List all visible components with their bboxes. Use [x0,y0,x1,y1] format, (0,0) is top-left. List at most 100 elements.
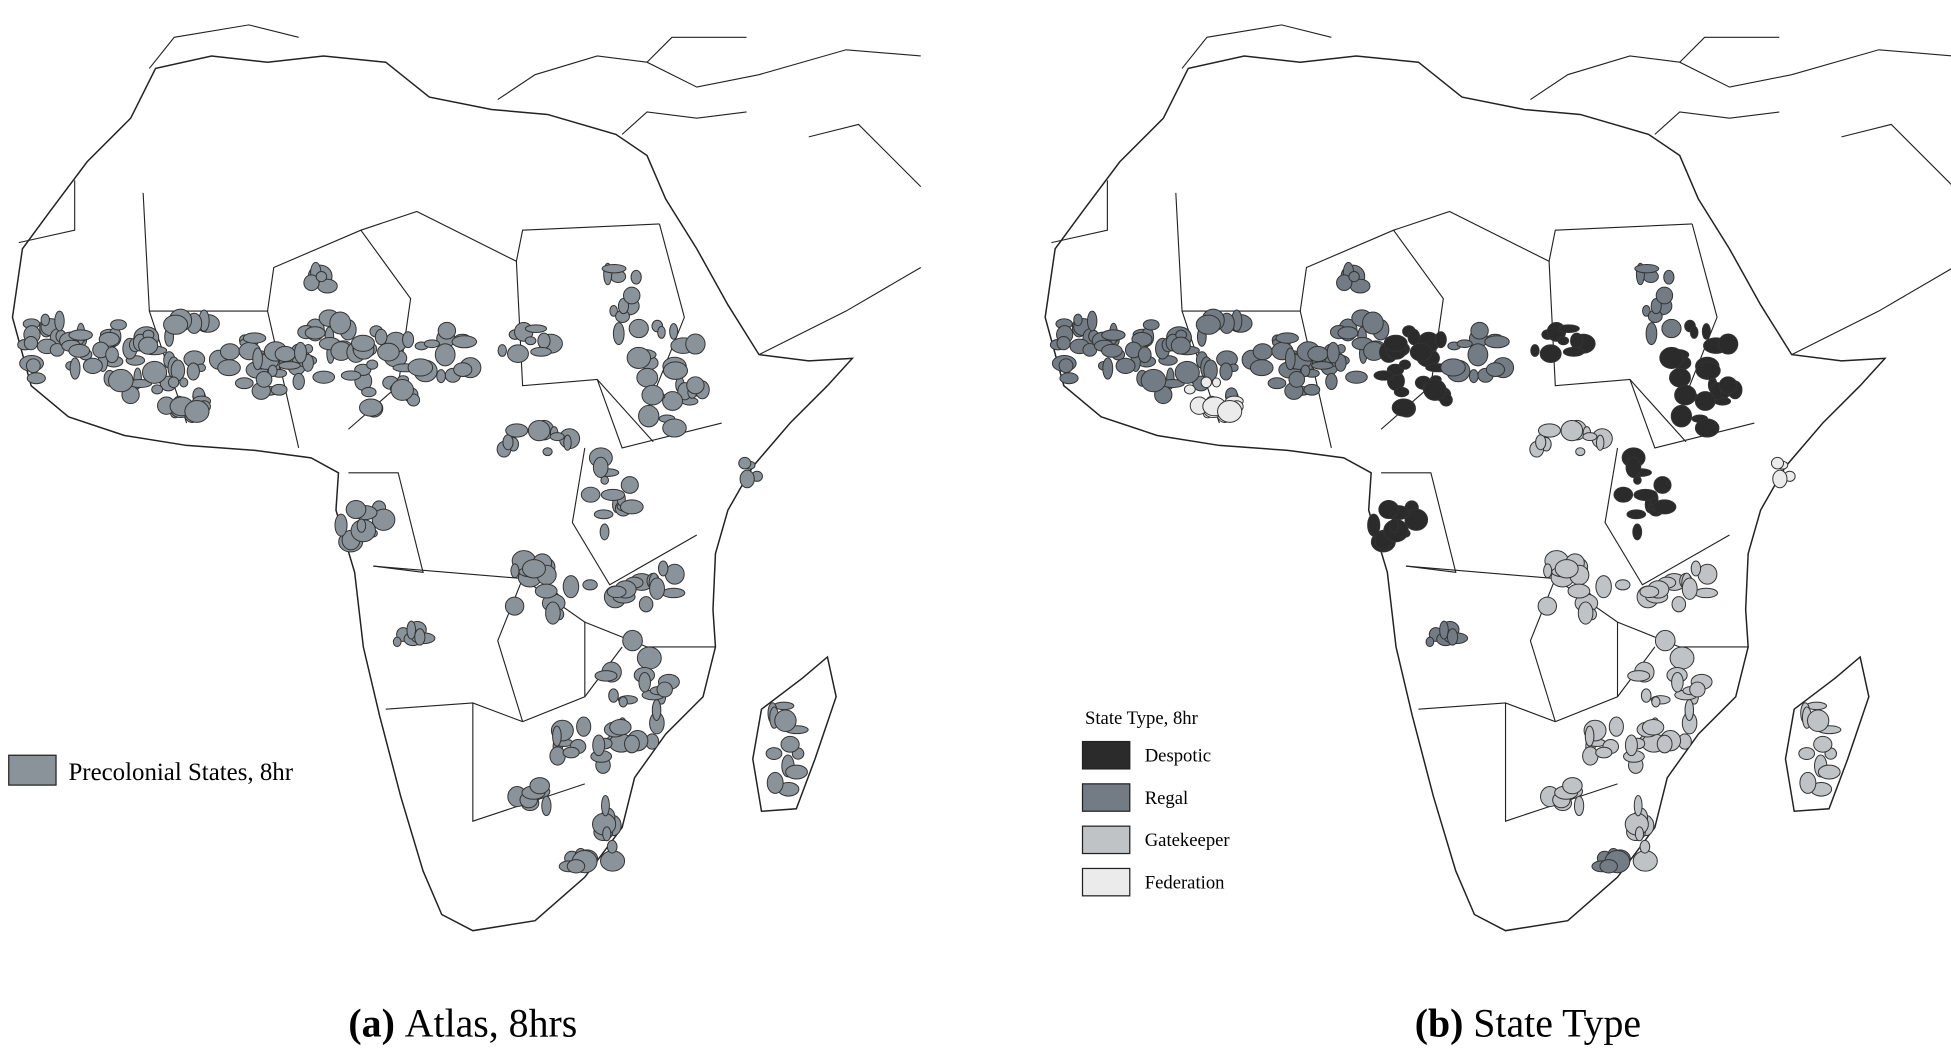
state-area [68,343,91,358]
state-area [1663,269,1675,285]
country-border [1679,223,1718,411]
caption-text: Atlas, 8hrs [405,1001,577,1045]
state-area [1217,400,1243,423]
state-area [1639,585,1660,599]
state-area [1595,434,1605,451]
state-area [686,376,705,395]
state-area [345,499,367,520]
coastline [1530,49,1951,101]
state-area [1694,391,1716,411]
state-area [1595,575,1612,599]
state-area [1669,367,1691,388]
state-area [392,636,402,648]
caption-label: (a) [348,1001,394,1045]
state-area [1718,376,1738,395]
country-border [1604,447,1730,586]
state-area [1383,334,1408,352]
state-area [630,269,642,285]
state-area [1336,274,1353,292]
state-area [1174,360,1200,384]
state-area [608,688,619,703]
state-area [1440,358,1466,377]
state-area [1641,719,1665,736]
state-area [1817,764,1841,780]
state-area [566,859,586,874]
state-area [507,344,529,363]
state-area [1642,304,1651,317]
coastline [1679,36,1780,63]
state-area [437,321,457,340]
map-panel [11,24,922,932]
state-area [1652,499,1677,515]
state-area [612,322,625,346]
state-area [184,400,210,423]
state-area [1573,795,1585,817]
state-area [1615,579,1631,591]
state-area [549,432,565,442]
state-area [1288,370,1306,388]
state-area [636,367,659,388]
state-area [504,596,525,616]
state-area [1690,560,1702,577]
state-area [1634,826,1645,842]
state-area [1717,333,1739,355]
state-area [1640,688,1652,703]
state-area [1252,343,1273,361]
coastline [1181,24,1332,69]
state-area [656,681,673,698]
state-area [1806,709,1830,732]
state-area [785,764,808,780]
state-area [1303,383,1321,396]
state-area [1326,341,1340,364]
state-area [662,361,689,380]
state-area [617,298,630,315]
state-area [402,331,415,349]
state-area [563,434,572,451]
state-area [739,469,755,489]
state-area [534,583,558,599]
country-border [1629,379,1755,449]
state-area [1633,488,1658,501]
state-area [69,357,81,380]
state-area [1275,332,1299,344]
state-area [1557,336,1570,346]
state-area [562,575,580,599]
state-area [620,499,644,515]
maps [11,24,1951,932]
state-area [1300,364,1311,377]
state-area [108,368,134,393]
state-area [1650,298,1662,315]
state-area [1137,346,1152,364]
state-area [406,620,417,640]
state-area [329,311,352,335]
state-area [1102,357,1114,380]
legend-swatch [1081,783,1131,812]
legend-label: Federation [1145,872,1225,893]
state-area [270,383,288,396]
state-area [606,585,627,599]
coastline [646,36,747,63]
caption-text: State Type [1473,1001,1641,1045]
state-area [1535,434,1547,451]
state-area [1653,476,1672,494]
state-area [537,332,551,349]
state-area [1170,336,1191,355]
state-area [1404,508,1429,531]
state-area [151,384,164,395]
state-area [657,560,669,577]
state-area [1423,378,1447,401]
state-area [1470,321,1489,340]
state-area [1058,358,1074,374]
state-area [1655,286,1674,305]
state-area [1633,795,1643,817]
state-area [359,398,383,417]
coastline [148,24,299,69]
caption-b: (b) State Type [1415,1001,1641,1045]
state-area [436,369,446,384]
state-area [1434,331,1447,349]
state-area [1625,456,1642,478]
state-area [371,508,396,531]
state-area [1674,384,1697,406]
legend-swatch [8,754,57,786]
state-area [54,310,65,332]
